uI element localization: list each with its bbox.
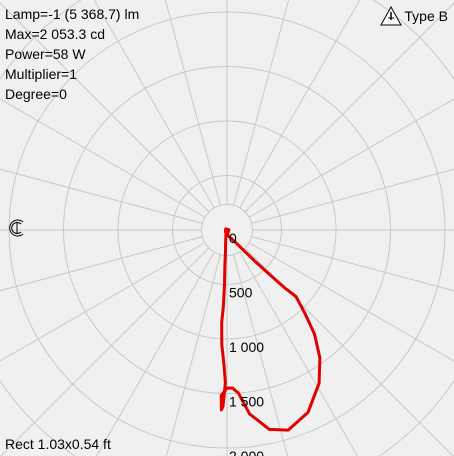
type-label: Type B xyxy=(404,8,448,24)
multiplier-info: Multiplier=1 xyxy=(5,66,77,82)
grid-spoke xyxy=(93,0,215,209)
grid-spoke xyxy=(0,2,210,213)
intensity-curve-group xyxy=(219,227,322,432)
grid-spoke xyxy=(251,236,454,292)
lamp-info: Lamp=-1 (5 368.7) lm xyxy=(5,6,140,22)
radial-tick-labels: 0 500 1 000 1 500 2 000 xyxy=(229,230,264,456)
c-plane-symbol-icon xyxy=(9,219,24,237)
grid-spoke xyxy=(95,251,215,456)
max-intensity: Max=2 053.3 cd xyxy=(5,26,106,42)
type-indicator: Type B xyxy=(380,6,448,26)
grid-spoke xyxy=(244,2,454,213)
warning-triangle-icon xyxy=(380,6,403,26)
grid-spoke xyxy=(233,254,289,456)
radial-tick-label: 0 xyxy=(229,230,237,246)
grid-spoke xyxy=(248,242,454,362)
grid-spoke xyxy=(165,254,221,456)
radial-tick-label: 1 000 xyxy=(229,339,264,355)
grid-spoke xyxy=(244,247,454,456)
grid-spoke xyxy=(233,0,290,206)
degree-info: Degree=0 xyxy=(5,86,67,102)
grid-inner-ring xyxy=(201,204,253,256)
radial-tick-label: 2 000 xyxy=(229,448,264,456)
grid-spoke xyxy=(0,98,206,218)
grid-spoke xyxy=(239,0,361,209)
grid-spoke xyxy=(0,242,206,362)
luminaire-size: Rect 1.03x0.54 ft xyxy=(5,436,111,452)
info-panel: Lamp=-1 (5 368.7) lm Max=2 053.3 cd Powe… xyxy=(5,4,139,104)
power-info: Power=58 W xyxy=(5,46,86,62)
radial-tick-label: 1 500 xyxy=(229,394,264,410)
intensity-curve xyxy=(219,227,322,432)
grid-spoke xyxy=(0,236,203,292)
grid-spoke xyxy=(0,168,203,224)
grid-spoke xyxy=(248,98,454,218)
grid-spoke xyxy=(239,251,359,456)
grid-spoke xyxy=(251,168,454,224)
grid-spoke xyxy=(0,247,210,456)
radial-tick-label: 500 xyxy=(229,285,253,301)
grid-spoke xyxy=(164,0,221,206)
